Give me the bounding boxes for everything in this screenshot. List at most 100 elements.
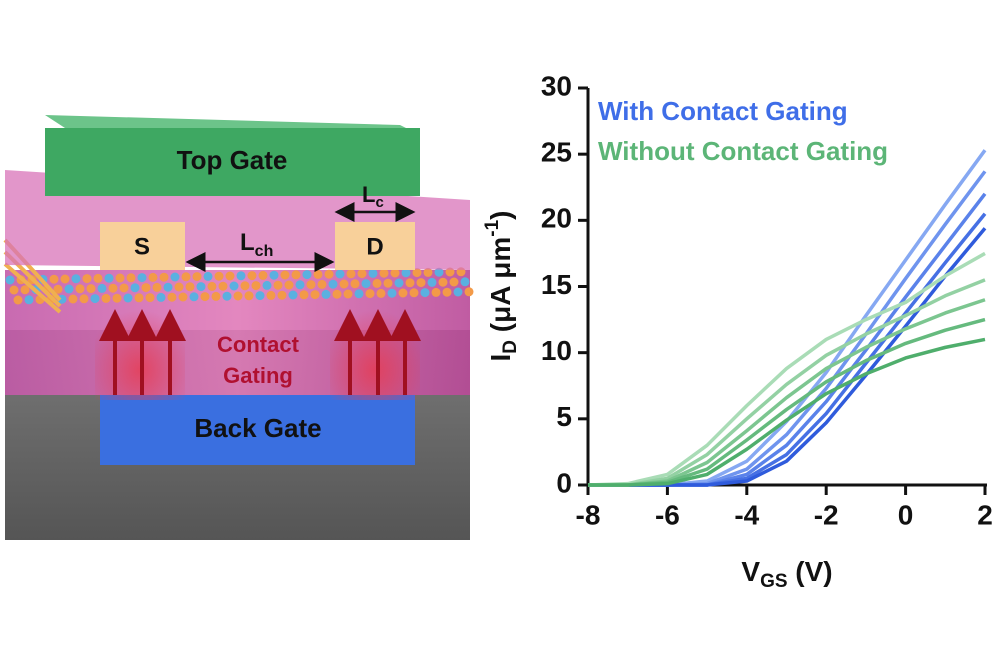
atom <box>398 288 408 298</box>
atom <box>236 271 246 281</box>
x-label-main: V <box>741 556 760 587</box>
back-gate-label: Back Gate <box>194 413 321 443</box>
atom <box>64 284 74 294</box>
atom <box>361 279 371 289</box>
y-label-sub: D <box>500 340 521 354</box>
atom <box>354 289 364 299</box>
back-gate <box>100 395 415 465</box>
source <box>100 222 185 270</box>
atom <box>299 290 309 300</box>
atom <box>148 272 158 282</box>
atom <box>181 272 191 282</box>
y-label-end: ) <box>485 211 516 220</box>
y-tick-label: 0 <box>556 467 572 498</box>
atom <box>313 269 323 279</box>
atom <box>332 289 342 299</box>
atom <box>427 277 437 287</box>
contact-gating-label: Contact <box>217 332 300 357</box>
atom <box>90 294 100 304</box>
atom <box>460 277 470 287</box>
atom <box>266 290 276 300</box>
atom <box>277 290 287 300</box>
atom <box>192 272 202 282</box>
atom <box>291 270 301 280</box>
atom <box>9 285 19 295</box>
atom <box>343 289 353 299</box>
atom <box>390 268 400 278</box>
lch-main: L <box>240 229 255 256</box>
atom <box>442 287 452 297</box>
x-label-rest: (V) <box>788 556 833 587</box>
atom <box>68 294 78 304</box>
atom <box>167 292 177 302</box>
atom <box>222 291 232 301</box>
atom <box>24 295 34 305</box>
y-label-main: I <box>485 354 516 362</box>
x-tick-label: 2 <box>977 499 993 530</box>
lch-label: Lch <box>240 229 273 260</box>
curve <box>587 251 986 487</box>
atom <box>229 281 239 291</box>
atom <box>82 274 92 284</box>
atom <box>20 285 30 295</box>
atom <box>240 281 250 291</box>
atom <box>350 279 360 289</box>
atom <box>126 273 136 283</box>
atom <box>49 274 59 284</box>
atom <box>405 278 415 288</box>
atom <box>262 280 272 290</box>
atom <box>365 289 375 299</box>
curve <box>588 192 987 487</box>
atom <box>321 289 331 299</box>
atom <box>306 280 316 290</box>
atom <box>335 269 345 279</box>
top-gate-label: Top Gate <box>177 145 288 175</box>
atom <box>434 267 444 277</box>
atom <box>346 269 356 279</box>
x-tick-label: -4 <box>734 499 759 530</box>
atom <box>185 282 195 292</box>
atom <box>284 280 294 290</box>
atom <box>412 268 422 278</box>
atom <box>13 295 23 305</box>
atom <box>145 293 155 303</box>
atom <box>104 273 114 283</box>
atom <box>258 270 268 280</box>
channel-layer <box>3 238 474 314</box>
atom <box>302 270 312 280</box>
drain <box>335 222 415 270</box>
curve <box>588 298 986 487</box>
atom <box>178 292 188 302</box>
atom <box>189 292 199 302</box>
atom <box>115 273 125 283</box>
atom <box>394 278 404 288</box>
lc-main: L <box>362 182 375 207</box>
atom <box>401 268 411 278</box>
atom <box>123 293 133 303</box>
atom <box>112 293 122 303</box>
atom <box>156 292 166 302</box>
atom <box>79 294 89 304</box>
curve <box>588 170 987 487</box>
atom <box>255 291 265 301</box>
atom <box>420 288 430 298</box>
atom <box>214 271 224 281</box>
atom <box>438 277 448 287</box>
lch-sub: ch <box>255 243 274 260</box>
atom <box>288 290 298 300</box>
y-label-rest: (μA μm <box>485 237 516 340</box>
atom <box>75 284 85 294</box>
y-tick-label: 20 <box>541 203 572 234</box>
y-tick-label: 10 <box>541 335 572 366</box>
atom <box>233 291 243 301</box>
drain-label: D <box>366 233 383 260</box>
atom <box>339 279 349 289</box>
atom <box>211 291 221 301</box>
legend-label: With Contact Gating <box>598 96 848 126</box>
atom <box>431 287 441 297</box>
atom <box>449 277 459 287</box>
atom <box>387 288 397 298</box>
atom <box>310 290 320 300</box>
